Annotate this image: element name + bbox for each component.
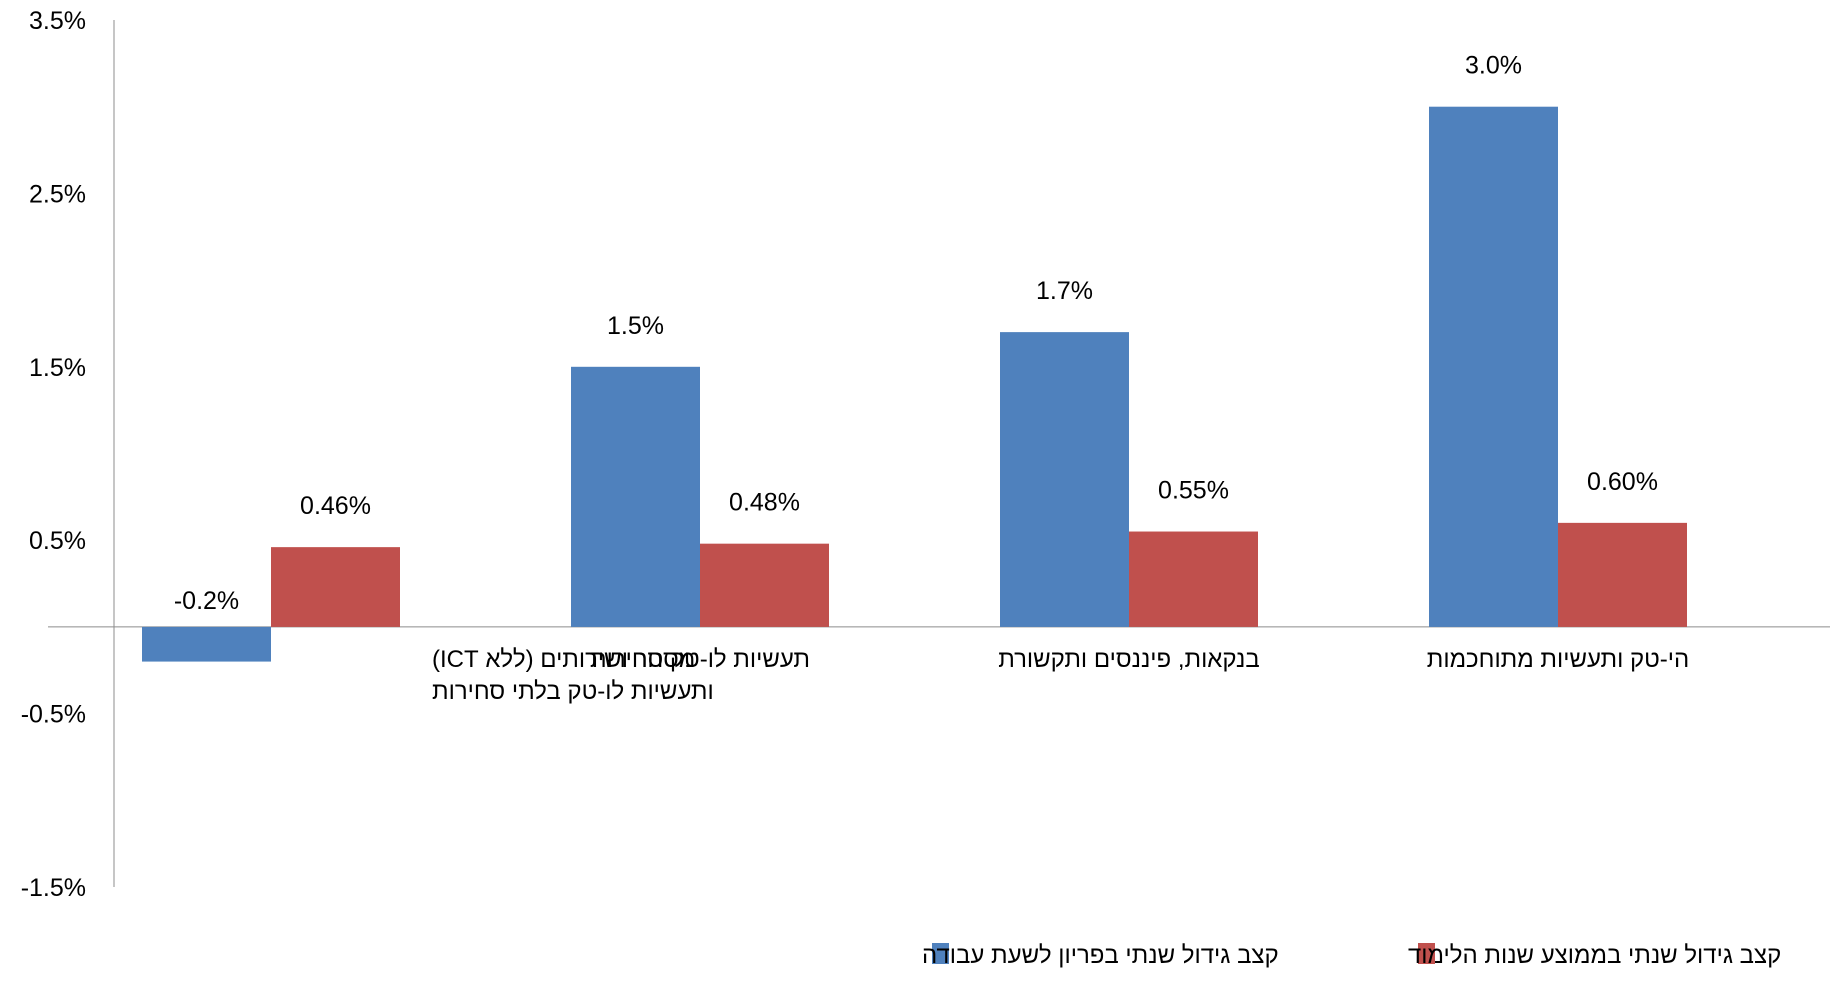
category-label: תעשיות לו-טק סחירות <box>590 646 810 673</box>
data-label: -0.2% <box>174 587 239 615</box>
category-label: מסחר ושירותים (ללא ICT) <box>432 646 695 673</box>
bar <box>700 543 829 627</box>
data-label: 1.7% <box>1036 277 1093 305</box>
legend-label: קצב גידול שנתי בפריון לשעת עבודה <box>922 942 1279 969</box>
category-label: ותעשיות לו-טק בלתי סחירות <box>432 678 714 705</box>
bar <box>571 366 700 627</box>
y-tick-label: 3.5% <box>29 7 86 35</box>
bar <box>142 626 271 662</box>
data-label: 3.0% <box>1465 52 1522 80</box>
bar <box>271 547 400 627</box>
legend-label: קצב גידול שנתי בממוצע שנות הלימוד <box>1408 942 1781 969</box>
bar <box>1000 332 1129 627</box>
data-label: 1.5% <box>607 312 664 340</box>
legend-swatch <box>1418 943 1435 964</box>
legend-swatch <box>932 943 949 964</box>
bar <box>1558 522 1687 627</box>
y-tick-label: 2.5% <box>29 180 86 208</box>
y-tick-label: -1.5% <box>21 874 86 902</box>
category-label: בנקאות, פיננסים ותקשורת <box>998 646 1260 673</box>
y-tick-label: 1.5% <box>29 354 86 382</box>
bar <box>1129 531 1258 627</box>
data-label: 0.48% <box>729 489 800 517</box>
category-label: הי-טק ותעשיות מתוחכמות <box>1427 646 1689 673</box>
bar <box>1429 106 1558 627</box>
y-tick-label: -0.5% <box>21 701 86 729</box>
data-label: 0.60% <box>1587 468 1658 496</box>
data-label: 0.55% <box>1158 477 1229 505</box>
y-tick-label: 0.5% <box>29 527 86 555</box>
data-label: 0.46% <box>300 492 371 520</box>
